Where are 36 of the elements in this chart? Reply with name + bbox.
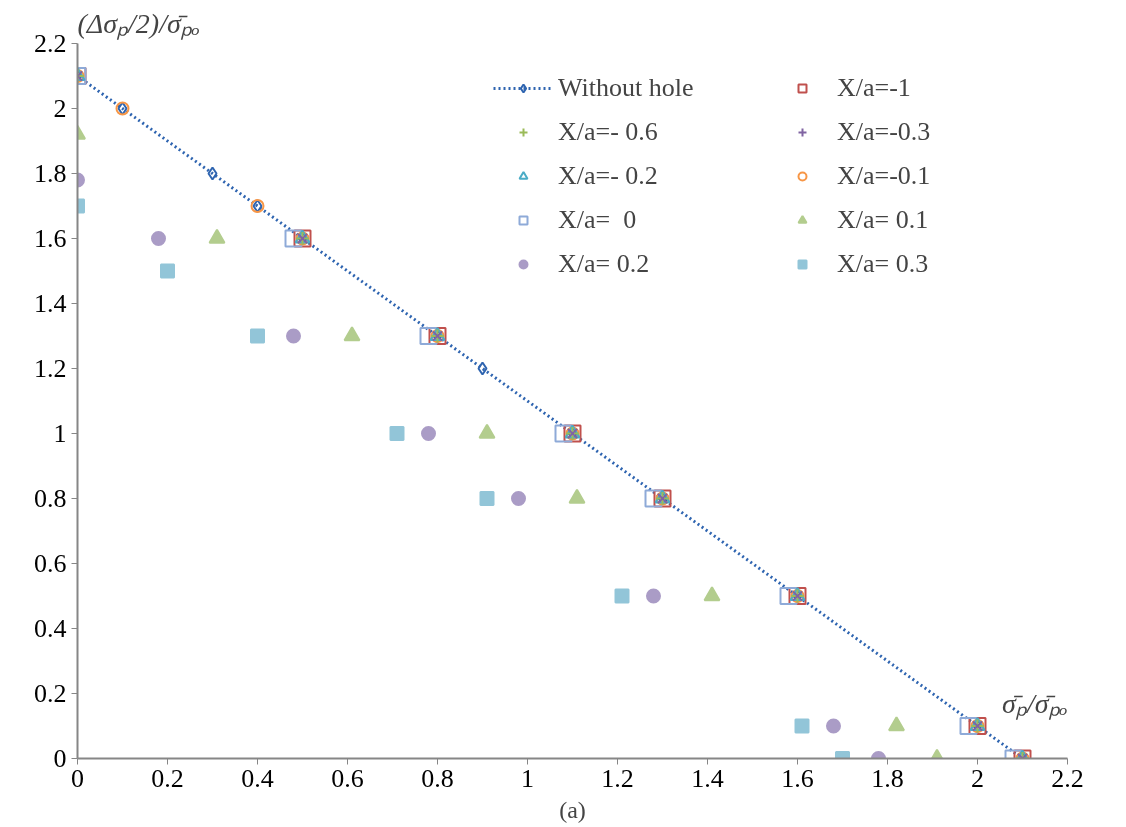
y-tick-label: 1.4 <box>34 289 67 318</box>
x-tick-label: 0.4 <box>241 763 274 793</box>
x-tick-label: 1.6 <box>781 763 814 793</box>
y-tick-label: 1.8 <box>34 159 67 188</box>
y-axis-title: (Δσₚ/2)/σ̄ₚₒ <box>77 7 200 40</box>
legend-label: Without hole <box>558 73 695 103</box>
y-tick-label: 2 <box>53 94 67 123</box>
y-tick-label: 0.6 <box>34 549 67 578</box>
legend-label: X/a= 0.3 <box>837 249 930 279</box>
x-tick-label: 1 <box>521 763 534 793</box>
legend-label: X/a=- 0.6 <box>558 117 659 147</box>
y-tick-label: 2.2 <box>34 29 67 58</box>
legend-label: X/a=-1 <box>837 73 912 103</box>
legend-label: X/a= 0.1 <box>837 205 930 235</box>
x-tick-label: 2.2 <box>1051 763 1084 793</box>
x-tick-label: 1.8 <box>871 763 904 793</box>
y-tick-label: 1.2 <box>34 354 67 383</box>
legend-label: X/a= 0.2 <box>558 249 651 279</box>
x-tick-label: 0.2 <box>151 763 184 793</box>
legend-label: X/a=-0.1 <box>837 161 932 191</box>
x-tick-label: 2 <box>971 763 984 793</box>
legend-label: X/a=- 0.2 <box>558 161 659 191</box>
y-tick-label: 1.6 <box>34 224 67 253</box>
x-tick-label: 1.4 <box>691 763 724 793</box>
y-tick-label: 0.8 <box>34 484 67 513</box>
y-tick-label: 0 <box>53 744 67 773</box>
x-axis-title: σ̄ₚ/σ̄ₚₒ <box>1002 687 1068 720</box>
y-tick-label: 1 <box>53 419 67 448</box>
x-tick-label: 0.8 <box>421 763 454 793</box>
x-tick-label: 0.6 <box>331 763 364 793</box>
legend-label: X/a=-0.3 <box>837 117 932 147</box>
y-tick-label: 0.2 <box>34 679 67 708</box>
x-tick-label: 1.2 <box>601 763 634 793</box>
y-tick-label: 0.4 <box>34 614 67 643</box>
legend-label: X/a= 0 <box>558 205 638 235</box>
text: (a) <box>559 796 586 823</box>
